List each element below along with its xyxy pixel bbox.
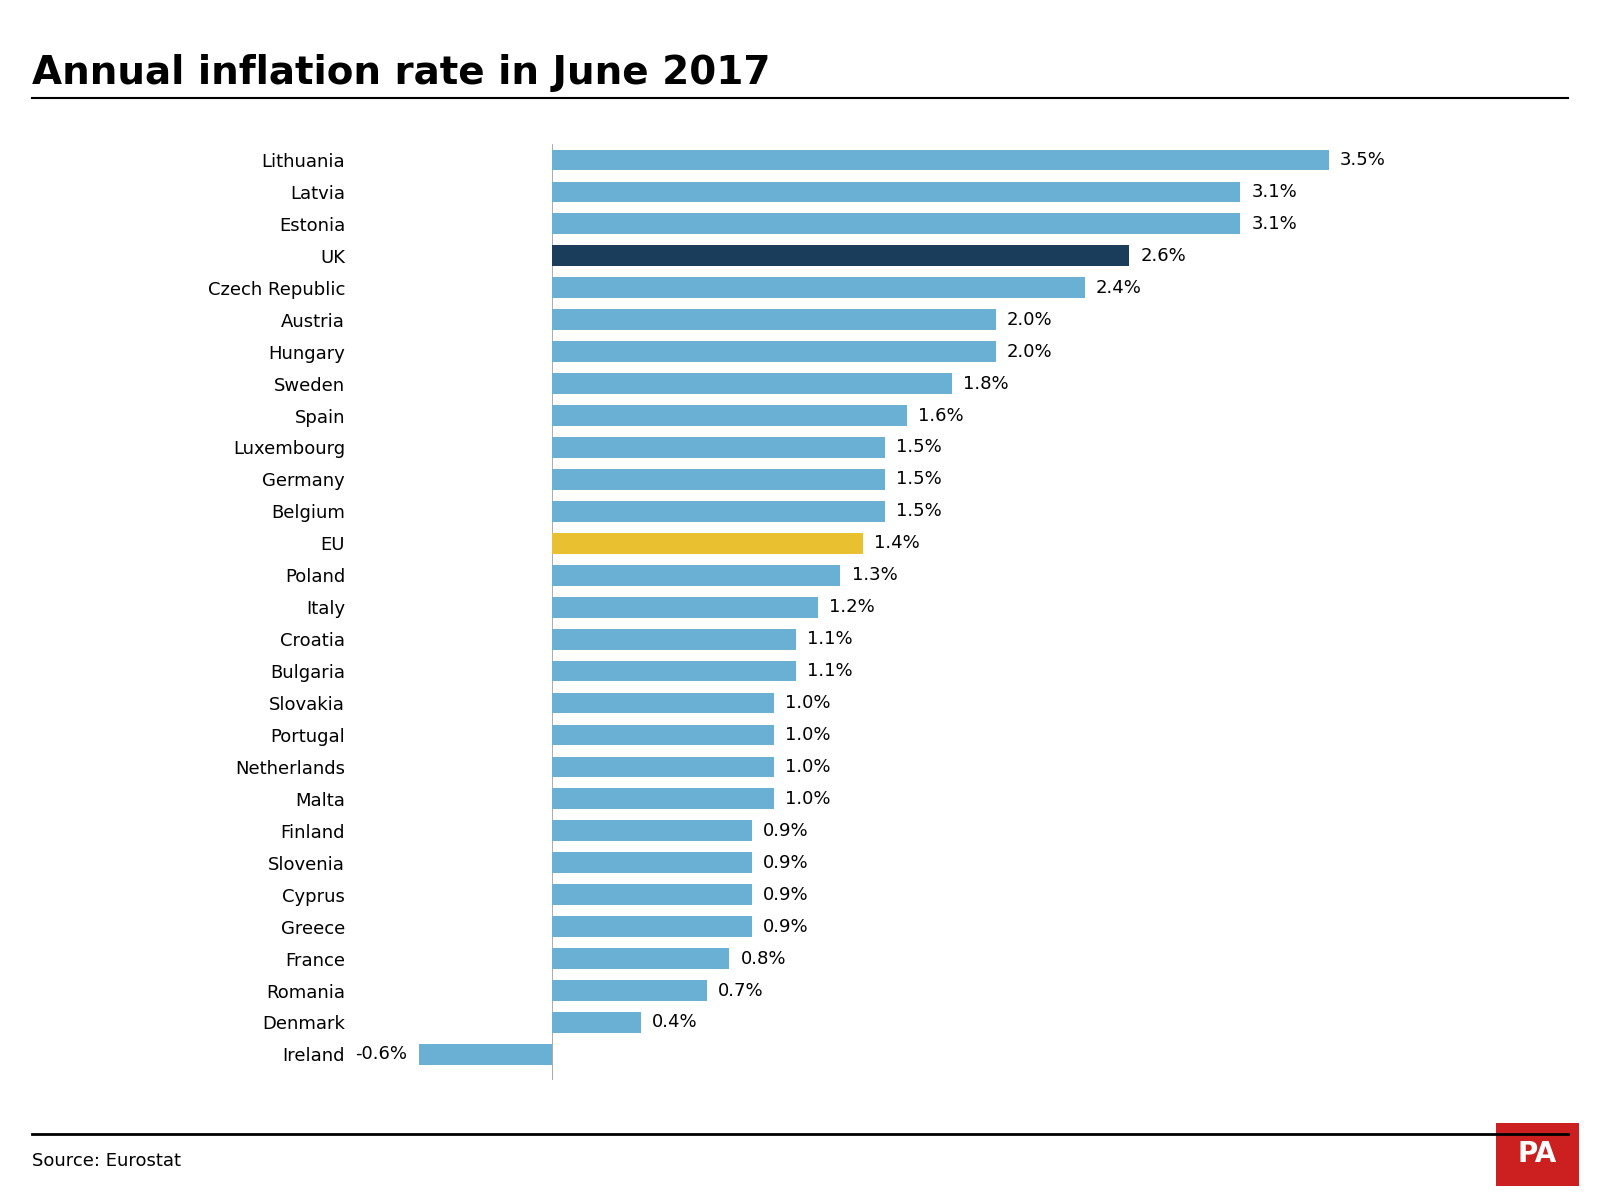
Bar: [552, 821, 752, 841]
Bar: [552, 437, 885, 458]
Bar: [552, 150, 1330, 170]
Bar: [552, 406, 907, 426]
Text: 1.3%: 1.3%: [851, 566, 898, 584]
Bar: [552, 596, 818, 618]
Text: PA: PA: [1518, 1140, 1557, 1169]
Bar: [552, 884, 752, 905]
Text: Source: Eurostat: Source: Eurostat: [32, 1152, 181, 1170]
Text: 0.9%: 0.9%: [763, 918, 808, 936]
Text: 0.9%: 0.9%: [763, 853, 808, 871]
Text: 1.2%: 1.2%: [829, 599, 875, 617]
Text: 1.5%: 1.5%: [896, 438, 942, 456]
Text: 0.9%: 0.9%: [763, 822, 808, 840]
Bar: [552, 500, 885, 522]
Bar: [552, 246, 1130, 266]
Text: 0.9%: 0.9%: [763, 886, 808, 904]
Text: 0.7%: 0.7%: [718, 982, 763, 1000]
Text: 1.1%: 1.1%: [806, 662, 853, 680]
Text: 3.1%: 3.1%: [1251, 215, 1298, 233]
Bar: [552, 917, 752, 937]
Text: 3.5%: 3.5%: [1341, 151, 1386, 169]
Bar: [552, 661, 797, 682]
Text: 2.4%: 2.4%: [1096, 278, 1142, 296]
Text: 2.0%: 2.0%: [1006, 343, 1053, 361]
Bar: [552, 469, 885, 490]
Bar: [552, 214, 1240, 234]
Text: -0.6%: -0.6%: [355, 1045, 408, 1063]
Bar: [552, 948, 730, 968]
Text: 1.6%: 1.6%: [918, 407, 963, 425]
Bar: [419, 1044, 552, 1064]
Bar: [552, 756, 774, 778]
Bar: [552, 565, 840, 586]
Bar: [552, 725, 774, 745]
Text: Annual inflation rate in June 2017: Annual inflation rate in June 2017: [32, 54, 771, 92]
Text: 1.5%: 1.5%: [896, 470, 942, 488]
Text: 1.8%: 1.8%: [963, 374, 1008, 392]
Text: 0.4%: 0.4%: [651, 1014, 698, 1032]
Bar: [552, 341, 995, 362]
Text: 1.0%: 1.0%: [786, 694, 830, 712]
Text: 2.6%: 2.6%: [1141, 247, 1186, 265]
Text: 2.0%: 2.0%: [1006, 311, 1053, 329]
Bar: [552, 373, 952, 394]
Bar: [552, 277, 1085, 298]
Text: 1.0%: 1.0%: [786, 758, 830, 776]
Text: 0.8%: 0.8%: [741, 949, 786, 967]
Text: 1.4%: 1.4%: [874, 534, 920, 552]
Bar: [552, 852, 752, 874]
Text: 1.1%: 1.1%: [806, 630, 853, 648]
Bar: [552, 629, 797, 649]
Bar: [552, 533, 862, 553]
Bar: [552, 692, 774, 714]
Text: 1.5%: 1.5%: [896, 503, 942, 521]
Bar: [552, 788, 774, 809]
Text: 1.0%: 1.0%: [786, 790, 830, 808]
Bar: [552, 181, 1240, 203]
Bar: [552, 980, 707, 1001]
Bar: [552, 310, 995, 330]
Text: 1.0%: 1.0%: [786, 726, 830, 744]
Bar: [552, 1012, 640, 1033]
Text: 3.1%: 3.1%: [1251, 182, 1298, 200]
